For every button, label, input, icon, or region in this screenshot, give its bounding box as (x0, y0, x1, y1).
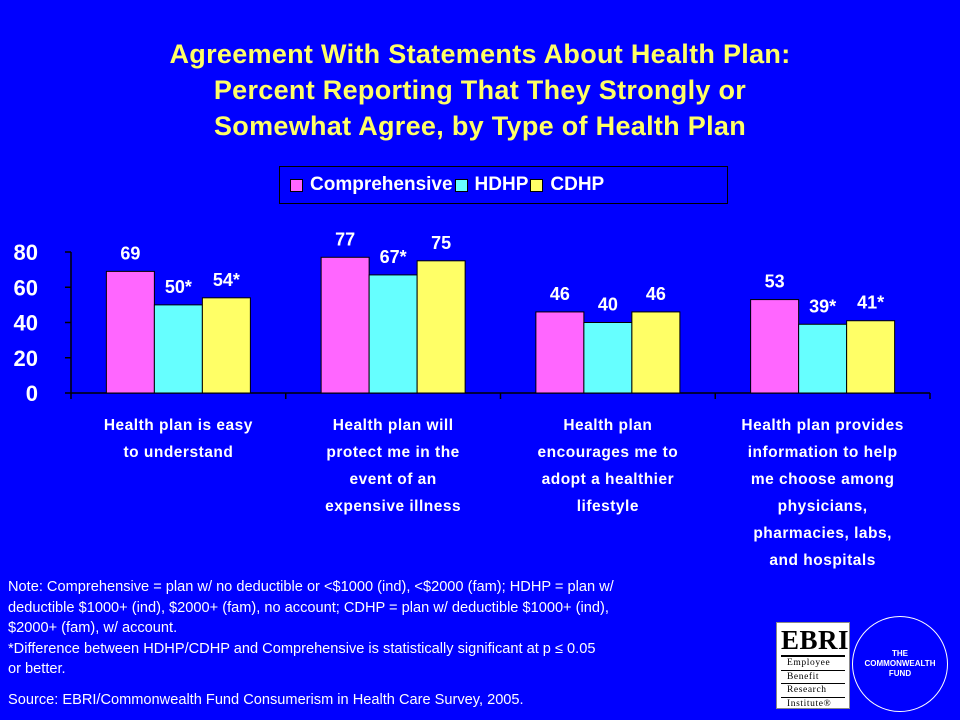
data-label-comprehensive-0: 69 (120, 243, 140, 263)
note-line-5: or better. (8, 661, 66, 677)
data-label-hdhp-3: 39* (809, 296, 836, 316)
bar-chart: 0 20 40 60 80 69 50* 54* 77 67* 75 46 40 46 53 39* 41* (14, 229, 931, 406)
chart-source: Source: EBRI/Commonwealth Fund Consumeri… (8, 692, 524, 708)
ebri-logo-line-2: Benefit (781, 671, 845, 684)
category-label-0-line-1: to understand (123, 444, 234, 461)
category-label-2-line-1: encourages me to (537, 444, 679, 461)
bar-comprehensive-1 (320, 256, 370, 394)
title-line-3: Somewhat Agree, by Type of Health Plan (213, 111, 746, 141)
legend-label-cdhp: CDHP (550, 174, 605, 195)
ebri-logo-line-4: Institute® (787, 698, 832, 709)
category-label-1: Health plan will protect me in the event o… (286, 412, 501, 520)
y-tick-label-0: 0 (26, 381, 38, 406)
category-label-3: Health plan provides information to help m… (715, 412, 930, 574)
bar-cdhp-0 (201, 297, 251, 394)
ebri-logo: EBRI Employee Benefit Research Institute… (776, 622, 850, 709)
category-label-3-line-5: and hospitals (769, 552, 876, 569)
cwf-logo-line-2: COMMONWEALTH (864, 659, 936, 668)
category-label-3-line-1: information to help (747, 444, 898, 461)
data-label-hdhp-1: 67* (380, 247, 407, 267)
category-label-1-line-3: expensive illness (325, 498, 462, 515)
commonwealth-fund-logo: THE COMMONWEALTH FUND (852, 616, 948, 712)
bar-hdhp-2 (583, 322, 633, 394)
legend-item-hdhp: HDHP (454, 174, 529, 196)
chart-title: Agreement With Statements About Health P… (20, 36, 940, 144)
category-label-2-line-3: lifestyle (576, 498, 639, 515)
bar-cdhp-3 (846, 320, 896, 394)
note-line-1: Note: Comprehensive = plan w/ no deducti… (8, 579, 614, 595)
category-label-2-line-0: Health plan (563, 417, 653, 434)
category-label-3-line-3: physicians, (777, 498, 868, 515)
category-label-2-line-2: adopt a healthier (541, 471, 675, 488)
legend-swatch-comprehensive (290, 178, 303, 192)
data-label-hdhp-2: 40 (598, 295, 618, 315)
y-tick-label-20: 20 (14, 346, 38, 371)
legend-swatch-hdhp (454, 178, 468, 192)
bar-comprehensive-2 (535, 311, 585, 394)
cwf-logo-line-3: FUND (888, 669, 912, 678)
category-label-0-line-0: Health plan is easy (103, 417, 253, 434)
legend-swatch-cdhp (530, 178, 544, 192)
legend-item-comprehensive: Comprehensive (290, 174, 453, 196)
ebri-logo-line-3: Research (781, 684, 845, 698)
category-label-2: Health plan encourages me to adopt a healt… (501, 412, 716, 520)
category-label-3-line-0: Health plan provides (741, 417, 904, 434)
cwf-logo-line-1: THE (892, 649, 908, 658)
category-label-0: Health plan is easy to understand (71, 412, 286, 466)
data-label-hdhp-0: 50* (165, 277, 192, 297)
legend-label-hdhp: HDHP (474, 174, 529, 195)
category-label-1-line-0: Health plan will (332, 417, 454, 434)
bar-cdhp-2 (631, 311, 681, 394)
ebri-logo-acronym: EBRI (781, 625, 850, 657)
category-label-1-line-2: event of an (349, 471, 437, 488)
ebri-logo-line-1: Employee (781, 657, 845, 671)
data-label-comprehensive-2: 46 (550, 284, 570, 304)
bar-hdhp-1 (368, 274, 418, 394)
note-line-3: $2000+ (fam), w/ account. (8, 620, 178, 636)
note-line-4: *Difference between HDHP/CDHP and Compre… (8, 640, 596, 657)
title-line-1: Agreement With Statements About Health P… (169, 39, 791, 69)
chart-legend: Comprehensive HDHP CDHP (279, 166, 728, 204)
y-tick-label-80: 80 (14, 240, 38, 265)
bar-hdhp-3 (798, 323, 848, 394)
bar-cdhp-1 (416, 260, 466, 394)
data-label-comprehensive-1: 77 (335, 229, 355, 249)
category-label-1-line-1: protect me in the (326, 444, 460, 461)
legend-label-comprehensive: Comprehensive (310, 174, 453, 195)
legend-item-cdhp: CDHP (530, 174, 604, 196)
data-label-cdhp-0: 54* (213, 270, 240, 290)
y-tick-label-40: 40 (14, 311, 38, 336)
data-label-comprehensive-3: 53 (765, 272, 785, 292)
bar-comprehensive-3 (750, 299, 800, 394)
data-label-cdhp-2: 46 (646, 284, 666, 304)
bar-comprehensive-0 (105, 270, 155, 394)
y-tick-label-60: 60 (14, 275, 38, 300)
data-label-cdhp-3: 41* (857, 293, 884, 313)
note-line-2: deductible $1000+ (ind), $2000+ (fam), n… (8, 599, 609, 616)
category-label-3-line-2: me choose among (750, 471, 895, 488)
bar-hdhp-0 (153, 304, 203, 394)
chart-notes: Note: Comprehensive = plan w/ no deducti… (8, 577, 778, 680)
title-line-2: Percent Reporting That They Strongly or (213, 75, 747, 105)
data-label-cdhp-1: 75 (431, 233, 451, 253)
category-label-3-line-4: pharmacies, labs, (753, 525, 892, 542)
